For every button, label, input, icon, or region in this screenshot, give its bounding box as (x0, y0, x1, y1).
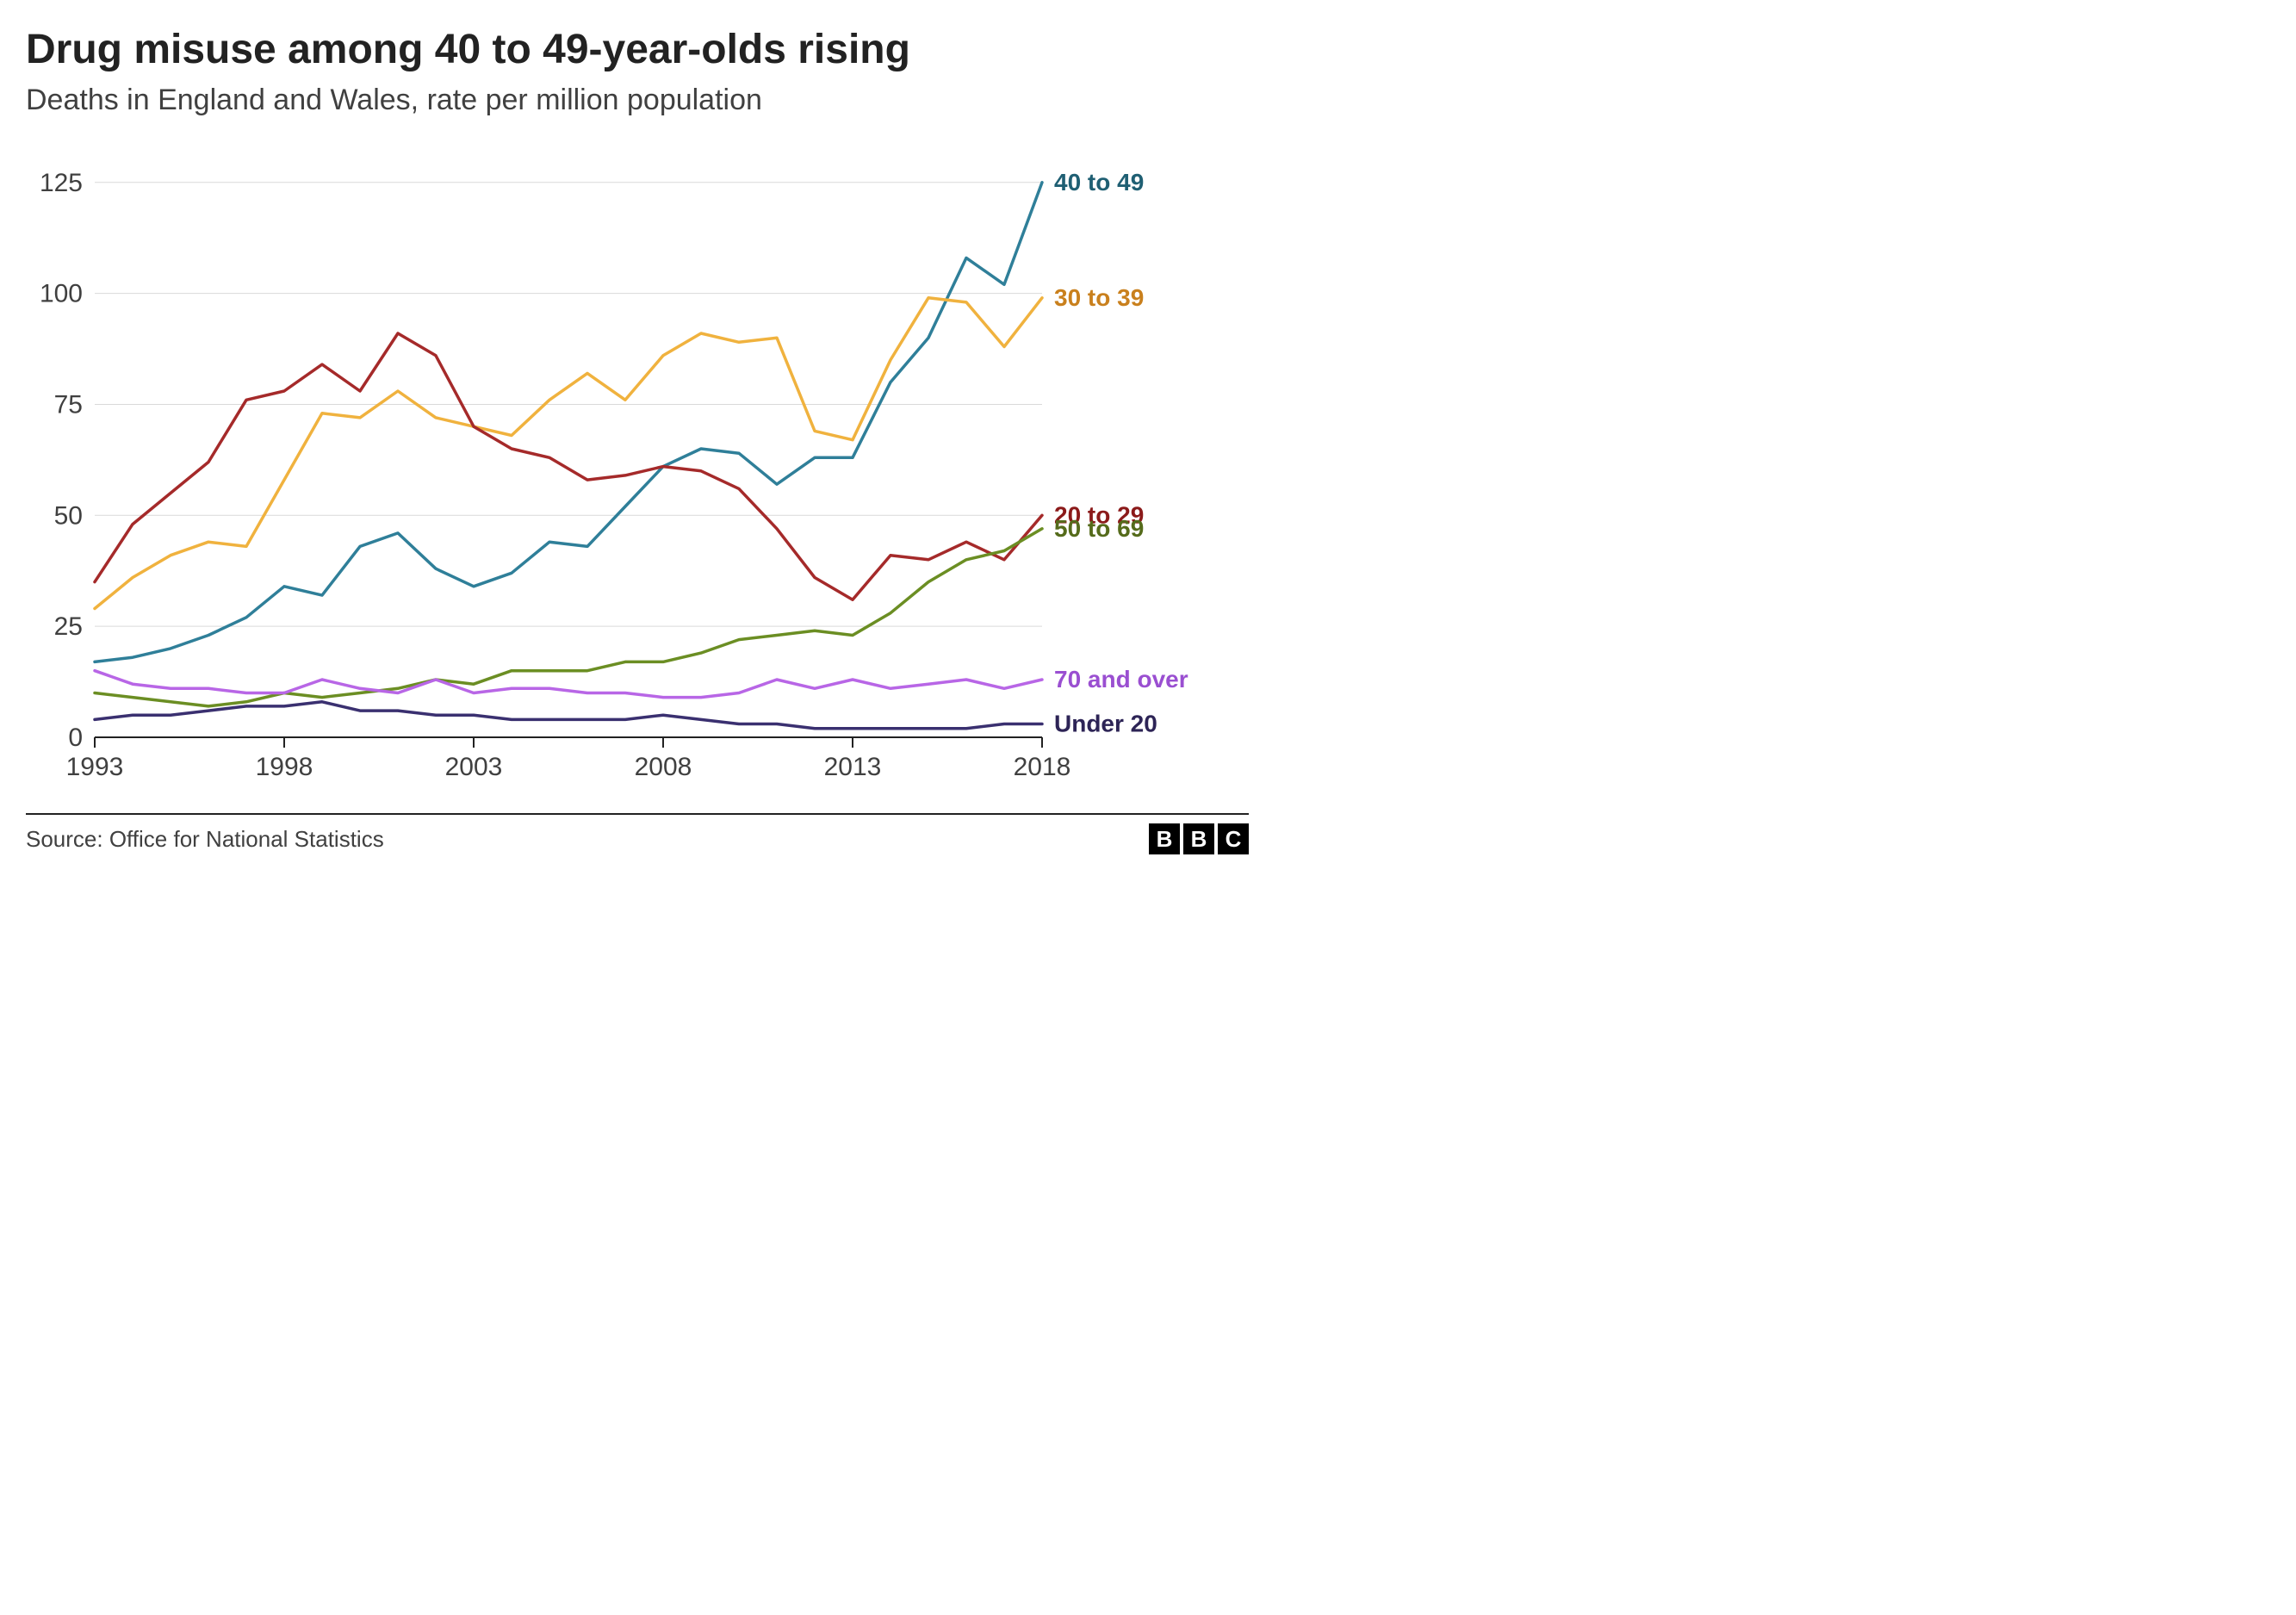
chart-canvas: 0 25 50 75 100 125 1993 1998 2003 2008 2013 2018 40 … (26, 143, 1249, 789)
series-label: 70 and over (1054, 666, 1188, 693)
svg-text:2018: 2018 (1014, 753, 1071, 781)
series-line (95, 702, 1042, 729)
svg-text:1993: 1993 (66, 753, 124, 781)
series-line (95, 671, 1042, 698)
svg-text:125: 125 (40, 169, 83, 197)
chart-title: Drug misuse among 40 to 49-year-olds ris… (26, 26, 1249, 73)
svg-text:2013: 2013 (824, 753, 882, 781)
svg-text:1998: 1998 (256, 753, 313, 781)
series-line (95, 183, 1042, 662)
series-label: 40 to 49 (1054, 169, 1144, 196)
svg-text:75: 75 (54, 390, 83, 419)
series-label: 50 to 69 (1054, 515, 1144, 542)
chart-subtitle: Deaths in England and Wales, rate per mi… (26, 84, 1249, 117)
series-label: 30 to 39 (1054, 284, 1144, 311)
series-label: Under 20 (1054, 711, 1157, 737)
logo-letter-c: C (1218, 823, 1249, 854)
svg-text:50: 50 (54, 501, 83, 530)
bbc-logo: B B C (1149, 823, 1249, 854)
svg-text:25: 25 (54, 612, 83, 641)
logo-letter-b2: B (1183, 823, 1214, 854)
svg-text:2003: 2003 (445, 753, 503, 781)
series-line (95, 298, 1042, 609)
svg-text:2008: 2008 (635, 753, 692, 781)
logo-letter-b1: B (1149, 823, 1180, 854)
svg-text:100: 100 (40, 280, 83, 308)
svg-text:0: 0 (68, 724, 83, 752)
source-label: Source: Office for National Statistics (26, 826, 384, 853)
